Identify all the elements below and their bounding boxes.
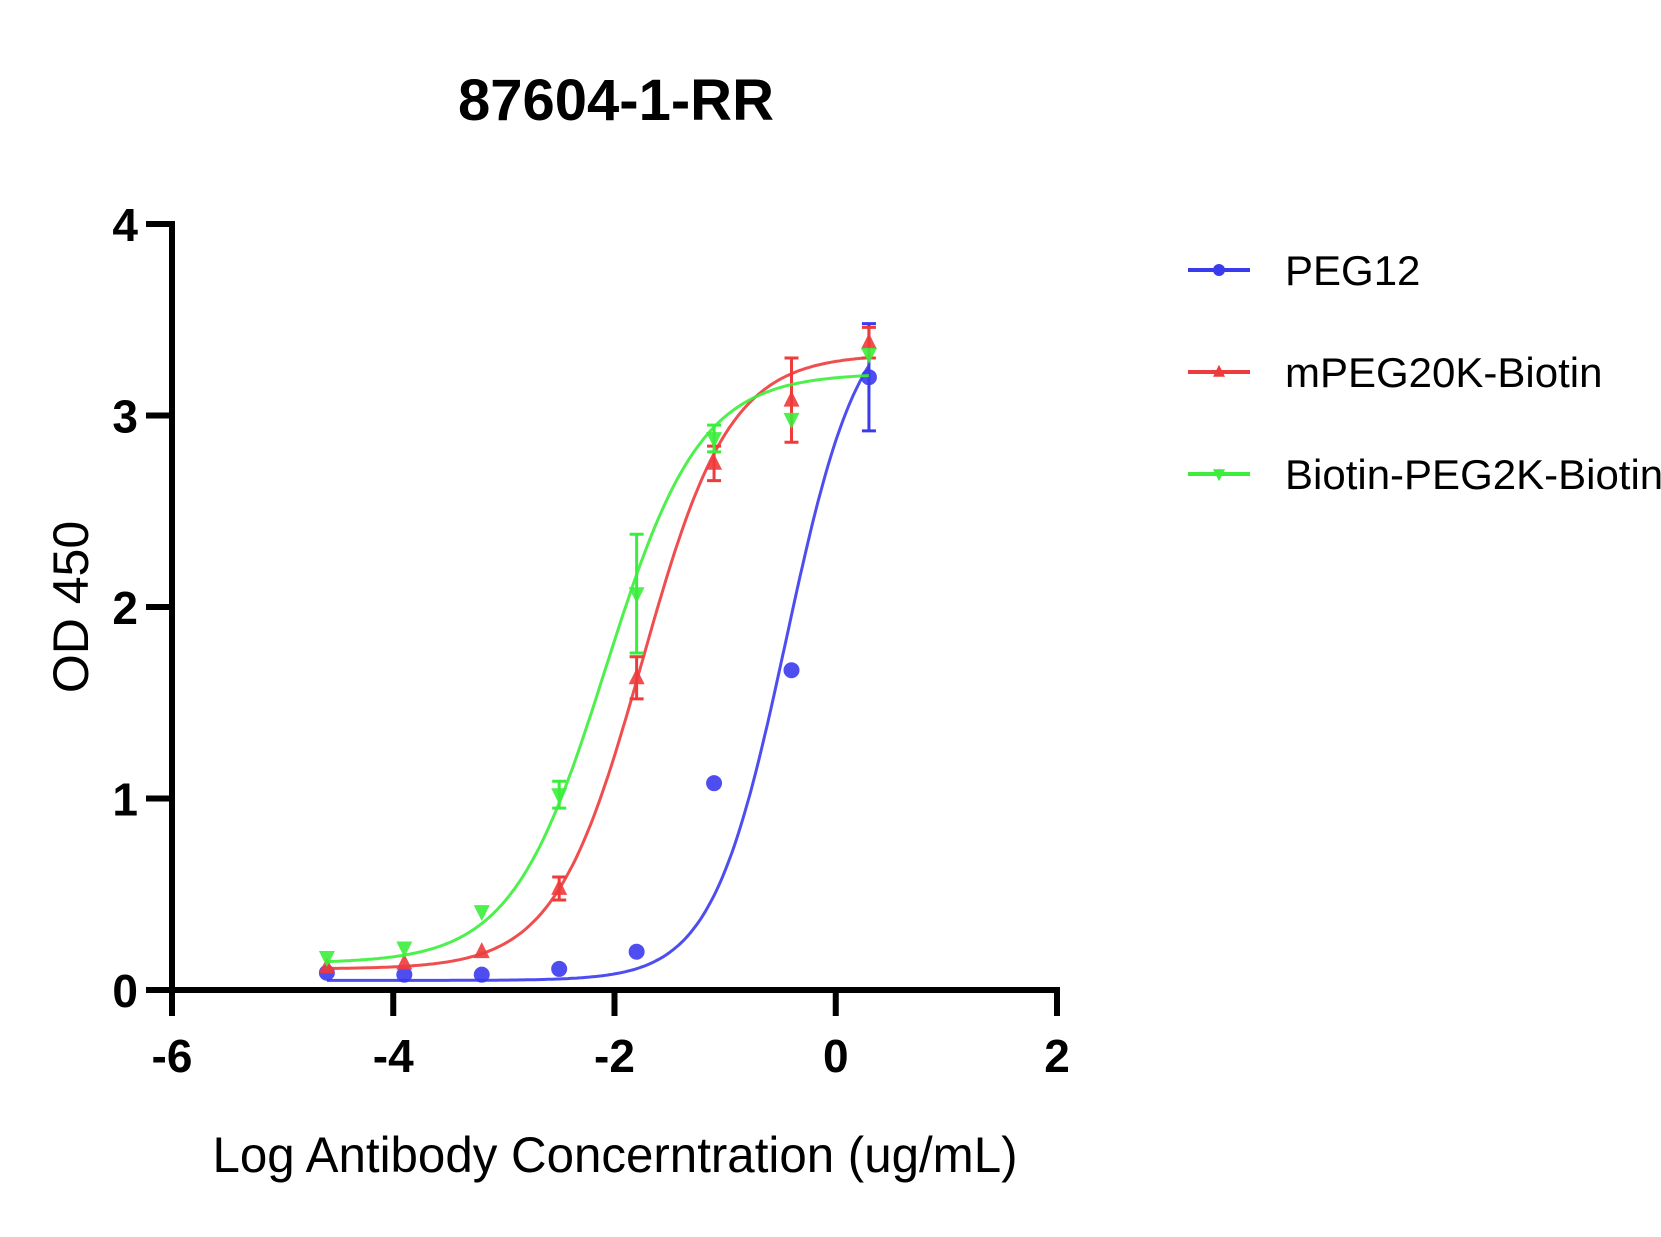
x-tick-label: -6 — [152, 1030, 193, 1082]
data-point — [551, 878, 568, 895]
x-tick-label: -4 — [373, 1030, 414, 1082]
y-tick-label: 0 — [112, 965, 138, 1017]
y-tick-label: 2 — [112, 582, 138, 634]
fit-curve — [326, 356, 870, 970]
data-point — [318, 951, 335, 968]
legend-label: mPEG20K-Biotin — [1285, 349, 1602, 396]
x-tick-label: 0 — [823, 1030, 849, 1082]
data-point — [706, 775, 723, 792]
y-axis-label: OD 450 — [43, 521, 99, 693]
series-biotin-peg2k-biotin — [318, 347, 877, 968]
legend-marker — [1213, 469, 1225, 482]
legend-marker — [1213, 264, 1225, 276]
legend-label: PEG12 — [1285, 247, 1420, 294]
plot-area — [318, 322, 877, 983]
chart-title: 87604-1-RR — [458, 68, 774, 133]
data-point — [473, 942, 490, 959]
data-point — [860, 347, 877, 364]
fit-curve — [326, 364, 871, 982]
data-point — [396, 966, 413, 983]
data-point — [783, 412, 800, 429]
data-point — [628, 668, 645, 685]
x-axis-label: Log Antibody Concerntration (ug/mL) — [213, 1127, 1018, 1183]
legend-label: Biotin-PEG2K-Biotin — [1285, 451, 1661, 498]
legend-marker — [1213, 364, 1225, 377]
x-tick-label: -2 — [594, 1030, 635, 1082]
data-point — [473, 905, 490, 922]
data-point — [473, 966, 490, 983]
data-point — [860, 333, 877, 350]
data-point — [783, 390, 800, 407]
data-point — [396, 941, 413, 958]
data-point — [628, 587, 645, 604]
y-tick-label: 3 — [112, 391, 138, 443]
data-point — [396, 953, 413, 970]
data-point — [706, 453, 723, 470]
data-point — [551, 960, 568, 977]
legend: PEG12 mPEG20K-Biotin Biotin-PEG2K-Biotin — [1188, 247, 1661, 498]
data-point — [551, 788, 568, 805]
data-point — [860, 369, 877, 386]
y-tick-label: 1 — [112, 774, 138, 826]
data-point — [783, 662, 800, 679]
axes: -6 -4 -2 0 2 0 1 2 3 4 — [112, 199, 1069, 1082]
data-point — [706, 432, 723, 449]
y-tick-label: 4 — [112, 199, 138, 251]
x-tick-label: 2 — [1044, 1030, 1070, 1082]
data-point — [628, 943, 645, 960]
fit-curve — [326, 374, 869, 964]
